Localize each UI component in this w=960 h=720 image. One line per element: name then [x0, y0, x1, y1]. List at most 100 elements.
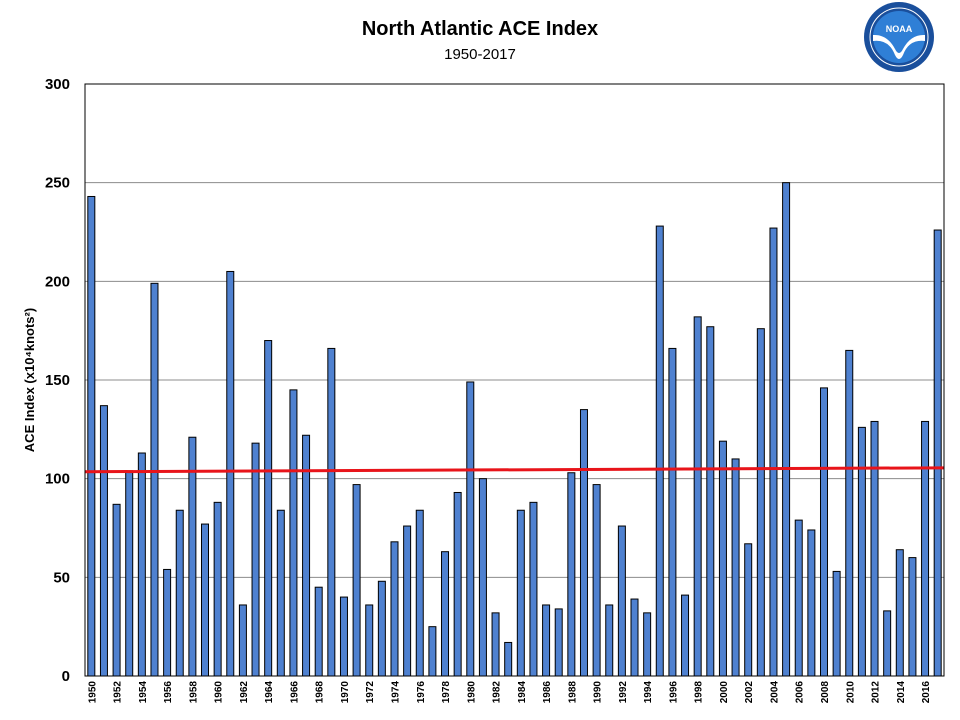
bar — [403, 525, 412, 677]
x-tick-label: 1956 — [163, 681, 174, 704]
bar — [466, 381, 475, 677]
bar — [175, 509, 184, 677]
bar — [188, 436, 197, 677]
bar — [592, 484, 601, 677]
noaa-logo-inner — [873, 11, 925, 63]
plot-frame — [84, 83, 945, 677]
bar — [478, 478, 487, 677]
bar — [352, 484, 361, 677]
x-tick-label: 2014 — [896, 681, 907, 704]
y-tick-label: 200 — [45, 273, 70, 290]
bar — [415, 509, 424, 677]
y-axis-label: ACE Index (x10⁴knots²) — [22, 308, 37, 452]
y-tick-labels: 0 50 100 150 200 250 300 — [45, 76, 70, 685]
x-tick-label: 1998 — [694, 681, 705, 704]
bar — [605, 604, 614, 677]
x-tick-label: 1962 — [239, 681, 250, 704]
bar — [693, 316, 702, 677]
x-tick-label: 2008 — [820, 681, 831, 704]
bars — [87, 182, 942, 677]
x-tick-label: 1950 — [87, 681, 98, 704]
x-tick-label: 1990 — [593, 681, 604, 704]
bar — [327, 347, 336, 677]
trend-line — [84, 466, 945, 474]
x-tick-label: 1994 — [643, 681, 654, 704]
bar — [718, 440, 727, 677]
x-tick-label: 1974 — [390, 681, 401, 704]
bar — [226, 270, 235, 677]
x-tick-label: 2012 — [871, 681, 882, 704]
trend-overlay — [84, 466, 945, 474]
bar — [794, 519, 803, 677]
bar — [150, 282, 159, 677]
x-tick-label: 1980 — [466, 681, 477, 704]
bar — [428, 626, 437, 677]
bar — [883, 610, 892, 677]
x-tick-labels: 1950 1952 1954 1956 1958 1960 1962 1964 1966 1968… — [87, 681, 932, 704]
bar — [201, 523, 210, 677]
bar — [655, 225, 664, 677]
x-tick-label: 1960 — [214, 681, 225, 704]
bar — [504, 641, 513, 677]
bar — [542, 604, 551, 677]
bar — [617, 525, 626, 677]
bar — [238, 604, 247, 677]
bar — [264, 340, 273, 677]
bar — [769, 227, 778, 677]
y-tick-label: 0 — [62, 668, 70, 685]
bar — [516, 509, 525, 677]
y-tick-label: 250 — [45, 175, 70, 192]
bar — [276, 509, 285, 677]
x-tick-label: 2000 — [719, 681, 730, 704]
x-tick-label: 2002 — [744, 681, 755, 704]
bar — [567, 472, 576, 677]
x-tick-label: 1976 — [416, 681, 427, 704]
bar — [706, 326, 715, 677]
bar — [782, 182, 791, 677]
bar — [630, 598, 639, 677]
noaa-logo-ring-inner — [869, 7, 929, 67]
bar — [529, 501, 538, 677]
bar — [819, 387, 828, 677]
y-tick-label: 50 — [53, 569, 70, 586]
x-tick-label: 2004 — [769, 681, 780, 704]
bar — [491, 612, 500, 677]
bar — [807, 529, 816, 677]
x-tick-label: 1992 — [618, 681, 629, 704]
x-tick-label: 1970 — [340, 681, 351, 704]
noaa-logo-text: NOAA — [886, 24, 913, 34]
bar — [112, 503, 121, 677]
bar — [933, 229, 942, 677]
bar — [125, 470, 134, 677]
x-tick-label: 1968 — [315, 681, 326, 704]
noaa-logo: NOAA — [864, 2, 934, 72]
bar — [365, 604, 374, 677]
bar — [390, 541, 399, 677]
bar — [99, 405, 108, 677]
bar — [668, 347, 677, 677]
x-tick-label: 1982 — [492, 681, 503, 704]
x-tick-label: 2016 — [921, 681, 932, 704]
bar — [681, 594, 690, 677]
bar — [453, 491, 462, 677]
chart-title: North Atlantic ACE Index — [362, 18, 598, 40]
x-tick-label: 1972 — [365, 681, 376, 704]
x-tick-label: 2006 — [795, 681, 806, 704]
bar — [251, 442, 260, 677]
bar — [908, 557, 917, 677]
bar — [339, 596, 348, 677]
bar — [554, 608, 563, 677]
bar — [441, 551, 450, 677]
bar — [921, 420, 930, 677]
x-tick-label: 1984 — [517, 681, 528, 704]
bar — [163, 568, 172, 677]
bar — [895, 549, 904, 677]
y-tick-label: 300 — [45, 76, 70, 93]
y-tick-label: 100 — [45, 471, 70, 488]
x-tick-label: 1966 — [289, 681, 300, 704]
bar — [289, 389, 298, 677]
x-tick-label: 1988 — [567, 681, 578, 704]
bar — [213, 501, 222, 677]
x-tick-label: 1952 — [113, 681, 124, 704]
